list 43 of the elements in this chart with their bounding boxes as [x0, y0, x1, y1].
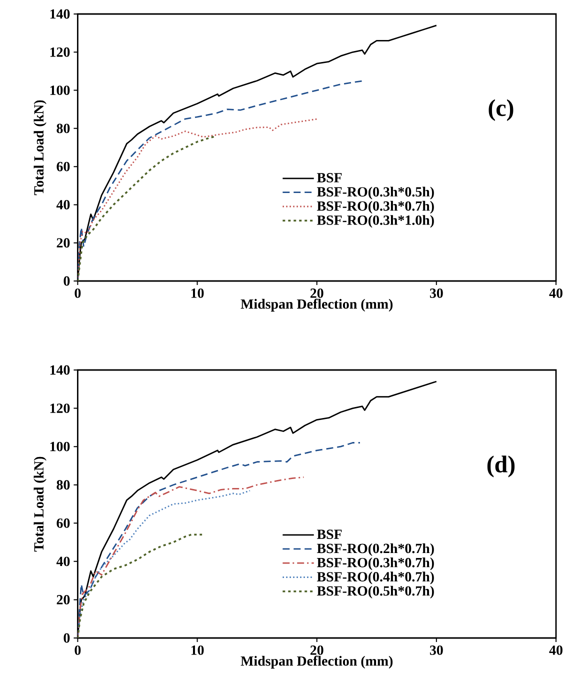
line-series [78, 476, 304, 638]
x-tick-label: 20 [310, 646, 324, 655]
x-tick-label: 40 [549, 288, 562, 298]
legend-label: BSF-RO(0.3h*1.0h) [316, 215, 434, 228]
legend-label: BSF-RO(0.4h*0.7h) [316, 572, 434, 584]
y-tick-label: 20 [56, 595, 70, 604]
legend-label: BSF [316, 530, 342, 539]
y-tick-label: 100 [50, 442, 70, 452]
y-tick-label: 140 [50, 365, 70, 375]
y-axis-title: Total Load (kN) [34, 100, 46, 196]
y-tick-label: 60 [56, 518, 70, 528]
y-tick-label: 120 [50, 47, 70, 57]
x-tick-label: 0 [74, 646, 81, 655]
y-tick-label: 100 [50, 86, 70, 95]
legend-label: BSF-RO(0.3h*0.5h) [316, 186, 434, 200]
x-tick-label: 10 [191, 288, 204, 298]
line-series [78, 534, 203, 638]
y-axis-title: Total Load (kN) [34, 456, 46, 552]
y-tick-label: 120 [50, 404, 70, 413]
y-tick-label: 20 [56, 238, 70, 248]
y-tick-label: 40 [56, 200, 70, 210]
x-tick-label: 30 [430, 646, 443, 655]
x-tick-label: 20 [310, 288, 324, 298]
annotation: (c) [488, 99, 514, 121]
y-tick-label: 0 [64, 276, 70, 286]
x-axis-title: Midspan Deflection (mm) [240, 298, 393, 312]
x-tick-label: 10 [191, 646, 204, 655]
y-tick-label: 0 [64, 633, 70, 643]
y-tick-label: 40 [56, 556, 70, 566]
x-tick-label: 30 [430, 288, 443, 298]
legend-label: BSF [316, 173, 342, 182]
y-tick-label: 80 [56, 480, 70, 490]
legend-label: BSF-RO(0.3h*0.7h) [316, 557, 434, 570]
x-tick-label: 0 [74, 288, 81, 298]
x-tick-label: 40 [549, 646, 562, 655]
y-tick-label: 80 [56, 124, 70, 134]
x-axis-title: Midspan Deflection (mm) [240, 656, 393, 669]
legend-label: BSF-RO(0.5h*0.7h) [316, 586, 434, 598]
y-tick-label: 140 [50, 9, 70, 19]
y-tick-label: 60 [56, 162, 70, 172]
legend-label: BSF-RO(0.3h*0.7h) [316, 200, 434, 214]
annotation: (d) [487, 456, 515, 478]
legend-label: BSF-RO(0.2h*0.7h) [316, 543, 434, 556]
